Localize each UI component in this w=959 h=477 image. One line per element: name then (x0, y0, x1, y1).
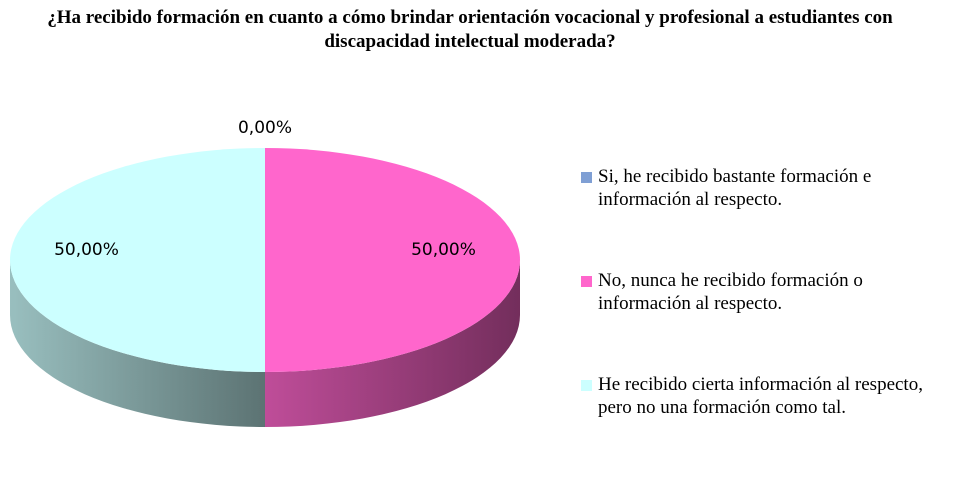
legend: Si, he recibido bastante formación e inf… (578, 165, 958, 477)
legend-entry: Si, he recibido bastante formación e inf… (578, 165, 958, 269)
pie-side (265, 260, 520, 427)
legend-label: Si, he recibido bastante formación e inf… (598, 166, 872, 210)
legend-label: No, nunca he recibido formación o inform… (598, 270, 863, 314)
page: ¿Ha recibido formación en cuanto a cómo … (10, 7, 923, 427)
legend-entry: No, nunca he recibido formación o inform… (578, 269, 958, 373)
legend-entry: He recibido cierta información al respec… (578, 373, 958, 477)
data-label: 50,00% (54, 240, 119, 260)
chart-title: ¿Ha recibido formación en cuanto a cómo … (47, 7, 893, 52)
pie-slice (10, 148, 265, 372)
legend-label: He recibido cierta información al respec… (598, 374, 923, 418)
data-label: 50,00% (411, 240, 476, 260)
chart: 0,00% 50,00% 50,00% (10, 118, 520, 427)
pie-slice (265, 148, 520, 372)
legend-swatch (581, 172, 592, 183)
data-label: 0,00% (238, 118, 292, 138)
legend-swatch (581, 276, 592, 287)
legend-swatch (581, 380, 592, 391)
pie-side (10, 260, 265, 427)
